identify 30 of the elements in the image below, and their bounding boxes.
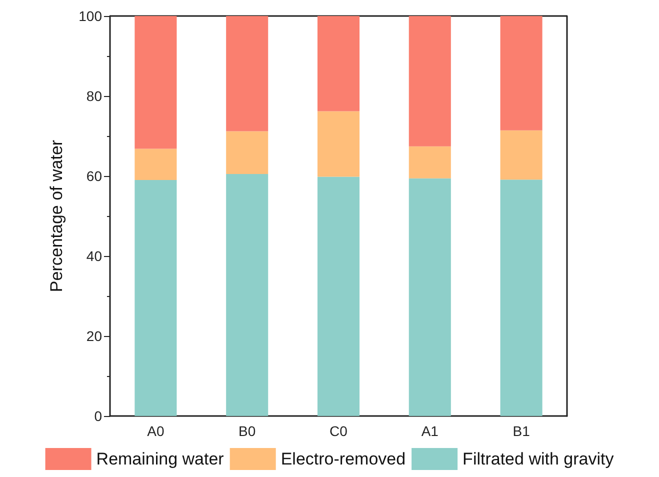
legend-label: Filtrated with gravity xyxy=(462,450,614,468)
bar xyxy=(317,16,360,112)
bar xyxy=(134,148,177,180)
legend-label: Remaining water xyxy=(96,450,224,468)
y-axis-title: Percentage of water xyxy=(47,140,66,292)
y-tick-label: 100 xyxy=(78,8,102,24)
bar xyxy=(226,16,268,132)
x-tick-label: B0 xyxy=(238,423,256,439)
x-tick-label: A0 xyxy=(147,423,164,439)
bar xyxy=(500,16,542,130)
x-tick-label: B1 xyxy=(512,423,530,439)
bar xyxy=(226,174,268,416)
y-tick-label: 40 xyxy=(86,248,102,264)
y-tick-label: 60 xyxy=(86,168,102,184)
bar xyxy=(500,130,542,180)
y-tick-label: 0 xyxy=(94,408,102,424)
y-tick-label: 80 xyxy=(86,88,102,104)
bar xyxy=(408,146,451,178)
bar xyxy=(226,131,268,174)
bar xyxy=(408,178,451,416)
y-tick-label: 20 xyxy=(86,328,102,344)
x-tick-label: A1 xyxy=(421,423,439,439)
bar xyxy=(134,16,177,149)
bar xyxy=(317,111,360,177)
legend-label: Electro-removed xyxy=(280,450,406,468)
bar xyxy=(500,180,542,416)
x-tick-label: C0 xyxy=(330,423,348,439)
bar xyxy=(134,180,177,416)
bar xyxy=(408,16,451,146)
bar xyxy=(317,176,360,416)
